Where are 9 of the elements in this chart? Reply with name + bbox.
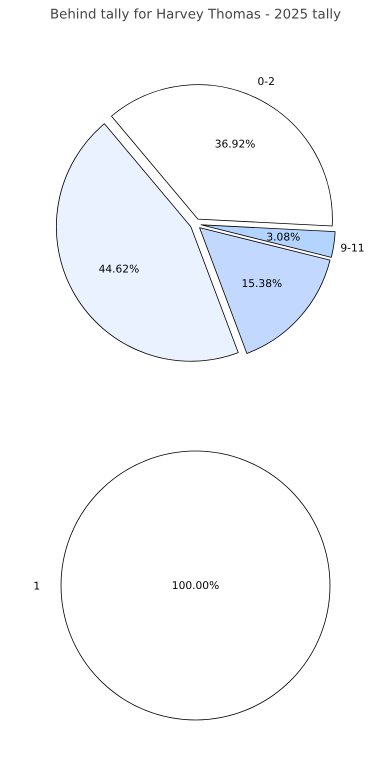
- data-label: 36.92%: [214, 137, 256, 150]
- data-label: 15.38%: [241, 276, 282, 290]
- data-label: 3.08%: [266, 230, 300, 244]
- data-label: 100.00%: [172, 579, 220, 592]
- data-label: 44.62%: [98, 262, 140, 276]
- slice-label: 9-11: [340, 242, 365, 255]
- slice-label: 1: [33, 580, 40, 592]
- chart-title: Behind tally for Harvey Thomas - 2025 tally: [50, 8, 342, 22]
- slice-label: 0-2: [257, 74, 275, 88]
